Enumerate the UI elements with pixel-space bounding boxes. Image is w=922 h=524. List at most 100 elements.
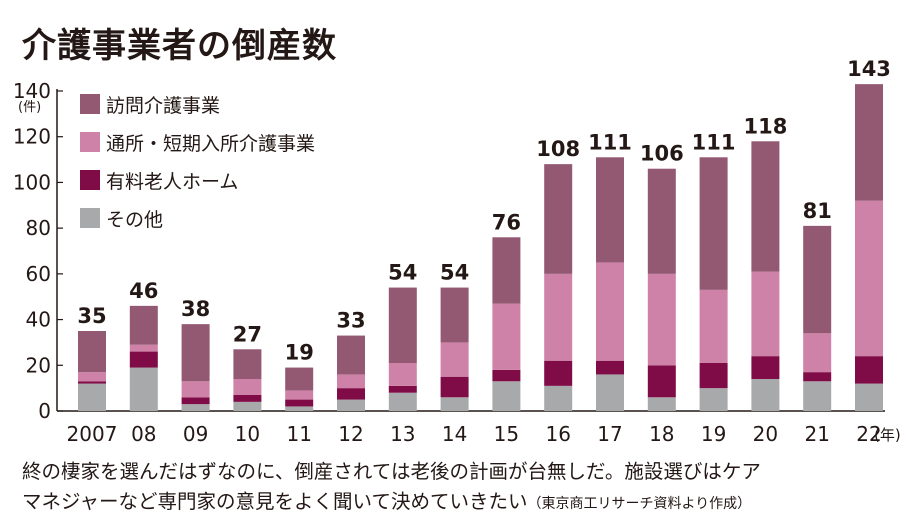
legend-label: 有料老人ホーム	[106, 171, 238, 193]
x-tick-label: 10	[235, 422, 260, 446]
total-label: 19	[285, 341, 314, 365]
bar-segment	[129, 344, 158, 352]
bar-segment	[337, 335, 365, 375]
legend-label: その他	[106, 209, 163, 231]
x-tick-label: 22	[856, 422, 881, 446]
x-tick-label: 11	[286, 422, 311, 446]
total-label: 27	[233, 322, 262, 346]
x-tick-label: 14	[442, 422, 467, 446]
bar-segment	[699, 388, 728, 411]
bar-segment	[492, 381, 521, 411]
bar-segment	[440, 342, 469, 377]
x-tick-label: 08	[131, 422, 156, 446]
bar-segment	[337, 388, 365, 400]
bar-segment	[78, 372, 106, 382]
bar-segment	[596, 262, 624, 361]
x-tick-label: 18	[649, 422, 674, 446]
total-label: 46	[129, 279, 158, 303]
bar-segment	[440, 287, 469, 343]
bar-segment	[751, 356, 780, 379]
caption-line-1: 終の棲家を選んだはずなのに、倒産されては老後の計画が台無しだ。施設選びはケア	[22, 460, 761, 483]
y-tick-label: 40	[26, 308, 51, 332]
bar-segment	[492, 303, 521, 370]
bar-segment	[751, 379, 780, 411]
total-label: 143	[847, 57, 891, 81]
y-tick-label: 0	[38, 399, 51, 423]
caption: 終の棲家を選んだはずなのに、倒産されては老後の計画が台無しだ。施設選びはケア マ…	[22, 457, 761, 519]
bar-segment	[751, 271, 780, 357]
bar-segment	[388, 363, 417, 386]
bar-segment	[544, 164, 573, 274]
legend-swatch	[80, 94, 100, 114]
total-label: 111	[692, 130, 736, 154]
total-label: 118	[743, 114, 787, 138]
bar-segment	[492, 237, 521, 304]
bar-segment	[233, 395, 262, 402]
bar-segment	[181, 381, 210, 398]
x-unit-label: (年)	[874, 426, 901, 444]
bar-segment	[233, 379, 262, 395]
bar-segment	[233, 401, 262, 411]
total-label: 111	[588, 130, 632, 154]
y-tick-label: 140	[13, 79, 51, 103]
bar-segment	[492, 369, 521, 382]
bar-segment	[78, 383, 106, 411]
bar-segment	[285, 399, 314, 407]
bar-segment	[803, 381, 832, 411]
y-tick-label: 60	[26, 262, 51, 286]
bar-segment	[855, 356, 883, 384]
chart-title: 介護事業者の倒産数	[22, 26, 337, 66]
bar-segment	[596, 157, 624, 263]
bar-segment	[544, 273, 573, 361]
bar-segment	[699, 363, 728, 389]
bar-segment	[751, 141, 780, 272]
legend-label: 通所・短期入所介護事業	[106, 133, 315, 155]
bar-segment	[181, 404, 210, 411]
source-note: （東京商工リサーチ資料より作成）	[527, 496, 752, 512]
total-label: 33	[336, 309, 365, 333]
caption-line-2: マネジャーなど専門家の意見をよく聞いて決めていきたい	[22, 490, 528, 513]
bar-segment	[803, 225, 832, 334]
bar-segment	[855, 200, 883, 357]
total-label: 106	[640, 142, 684, 166]
x-tick-label: 09	[183, 422, 208, 446]
legend-swatch	[80, 132, 100, 152]
total-label: 76	[492, 210, 521, 234]
bar-segment	[699, 157, 728, 290]
x-tick-label: 2007	[67, 422, 118, 446]
bar-segment	[78, 381, 106, 384]
bar-segment	[285, 390, 314, 400]
bar-segment	[855, 84, 883, 201]
x-tick-label: 17	[597, 422, 622, 446]
bar-segment	[544, 360, 573, 386]
bar-segment	[129, 367, 158, 411]
bar-segment	[855, 383, 883, 411]
bar-segment	[803, 333, 832, 373]
x-tick-label: 13	[390, 422, 415, 446]
bar-segment	[388, 385, 417, 393]
x-tick-label: 12	[338, 422, 363, 446]
bar-segment	[233, 349, 262, 379]
bar-segment	[181, 324, 210, 382]
y-unit-label: (件)	[18, 100, 41, 115]
bar-segment	[78, 331, 106, 373]
bar-segment	[181, 397, 210, 405]
bar-segment	[285, 406, 314, 411]
bar-segment	[596, 360, 624, 375]
bar-segment	[129, 305, 158, 345]
y-tick-label: 100	[13, 170, 51, 194]
bar-segment	[544, 385, 573, 411]
total-label: 35	[77, 304, 106, 328]
bar-segment	[699, 289, 728, 363]
bar-segment	[647, 397, 676, 411]
y-tick-label: 120	[13, 125, 51, 149]
total-label: 38	[181, 297, 210, 321]
bar-segment	[440, 397, 469, 411]
bar-segment	[440, 376, 469, 398]
bar-segment	[129, 351, 158, 368]
bar-segment	[647, 365, 676, 398]
bar-segment	[647, 168, 676, 274]
x-tick-label: 20	[753, 422, 778, 446]
total-label: 108	[536, 137, 580, 161]
